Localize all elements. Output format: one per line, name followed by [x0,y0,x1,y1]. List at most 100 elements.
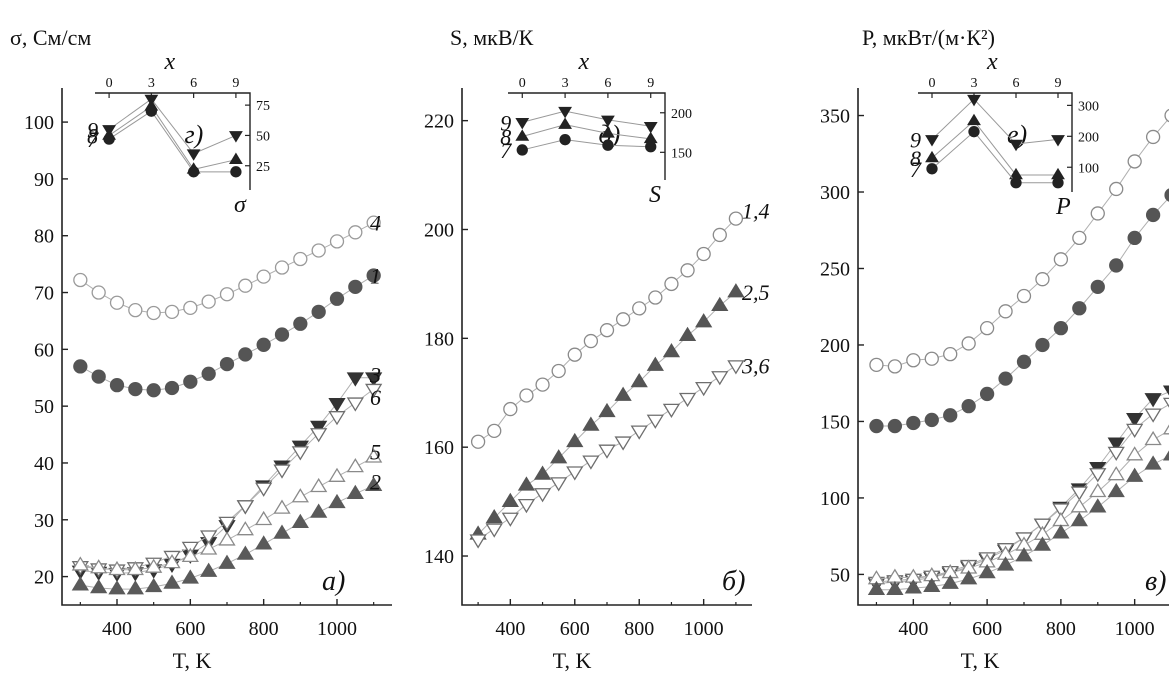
y-axis-label: P, мкВт/(м·К²) [862,25,995,50]
inset-data-point [967,94,981,107]
axes-frame [461,88,752,606]
series-label: 2,5 [742,280,770,305]
data-point [1162,424,1169,435]
inset-series-9: 9 [87,94,243,161]
inset-series-line [522,110,651,127]
data-point [274,327,290,342]
inset-data-point [925,150,939,163]
data-point [71,576,89,591]
data-point [90,559,108,574]
series-2: 2 [71,470,383,595]
inset-y-label: S [649,182,661,208]
data-point [678,326,697,341]
inset-series-line [931,98,1059,145]
inset-x-label: x [578,49,590,75]
data-point [943,408,958,423]
inset-data-point [967,113,981,126]
inset-background [508,93,665,180]
data-point [238,278,253,293]
data-point [485,509,503,524]
data-point [727,283,745,298]
data-point [164,304,180,319]
series-1: 1 [869,188,1169,434]
inset-x-tick-label: 9 [647,76,654,91]
data-point [293,251,308,267]
series-label: 6 [370,385,381,410]
inset-data-point [1051,135,1065,147]
data-point [680,263,695,278]
inset-x-tick-label: 6 [604,76,611,91]
inset-data-point [643,121,658,134]
data-point [1089,468,1107,483]
data-point [630,372,648,388]
data-point [255,535,273,550]
data-point [998,304,1013,319]
series-4: 4 [869,108,1169,374]
data-point [163,554,181,569]
inset-data-point [187,166,200,178]
data-point [1127,154,1142,169]
inset-series-line [108,105,237,170]
data-point [219,287,235,302]
data-point [614,436,632,451]
inset-data-point [515,129,530,141]
data-point [329,234,345,249]
x-tick-label: 600 [175,618,205,640]
data-point [961,399,976,414]
data-point [146,383,161,398]
y-tick-label: 50 [830,564,850,586]
data-point [310,428,328,443]
data-point [1052,524,1070,539]
inset-series-line [108,98,237,155]
data-point [201,366,216,381]
data-point [291,446,309,461]
data-point [550,449,568,464]
data-point [727,360,745,375]
series-label: 2 [370,470,381,495]
x-tick-label: 800 [624,618,654,640]
x-tick-label: 800 [249,618,279,640]
data-point [1035,272,1050,287]
data-point [598,444,616,459]
data-point [469,534,487,549]
series-label: 5 [370,439,381,464]
data-point [1089,498,1107,513]
data-point [256,337,271,352]
series-3-6: 3,6 [469,354,770,549]
data-point [904,579,922,594]
inset-y-label: σ [234,192,247,218]
data-point [550,477,568,492]
data-point [128,302,143,318]
inset-series-label: 7 [500,138,512,163]
data-point [1164,188,1169,202]
data-point [598,402,616,418]
x-tick-label: 1000 [317,618,357,640]
data-point [108,560,126,576]
x-tick-label: 600 [560,618,590,640]
inset: 0369150200xSд)987 [500,49,692,208]
data-point [1109,181,1124,197]
inset-x-tick-label: 0 [106,76,113,91]
data-point [978,563,996,579]
inset-series-7: 7 [87,105,242,178]
inset-data-point [145,105,158,117]
data-point [695,381,713,397]
data-point [582,416,600,431]
data-point [728,211,744,226]
y-tick-label: 40 [34,453,54,475]
data-point [90,579,108,594]
axes-frame [857,88,1169,606]
y-tick-label: 250 [820,258,850,280]
inset-y-tick-label: 300 [1078,99,1099,114]
data-point [979,320,995,336]
inset-x-tick-label: 3 [148,76,155,91]
inset-y-tick-label: 25 [256,160,270,175]
data-point [1052,503,1070,518]
data-point [1126,423,1144,439]
inset-series-label: 8 [910,146,921,171]
inset-x-tick-label: 3 [562,76,569,91]
inset-axes [95,92,251,190]
data-point [365,476,383,492]
